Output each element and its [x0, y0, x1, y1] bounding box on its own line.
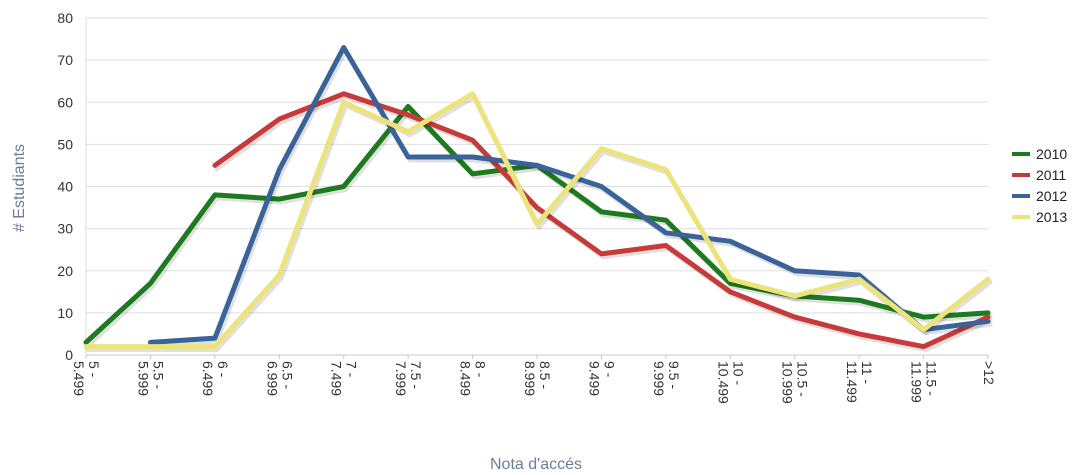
- x-tick-label-line: 5.999: [135, 361, 151, 396]
- series-shadow: [85, 94, 993, 353]
- series-lines: [83, 45, 993, 353]
- x-tick-label-line: 7 -: [344, 361, 360, 378]
- x-tick-label-line: 7.499: [329, 361, 345, 396]
- x-tick-label: 9 -9.499: [586, 361, 617, 396]
- series-2012: [147, 45, 993, 348]
- legend-label: 2013: [1036, 209, 1067, 225]
- legend-item-2013[interactable]: 2013: [1012, 209, 1067, 225]
- x-tick-label-line: 8.499: [458, 361, 474, 396]
- x-tick-label-line: 6.999: [264, 361, 280, 396]
- x-axis-ticks: 5 -5.499 5.5 -5.999 6 -6.499 6.5 -6.999 7 -7…: [71, 355, 997, 404]
- y-tick-label: 30: [57, 221, 73, 237]
- y-tick-label: 50: [57, 136, 73, 152]
- x-tick-label-line: 8.999: [522, 361, 538, 396]
- x-tick-label: 7 -7.499: [329, 361, 360, 396]
- x-tick-label-line: 9.5 -: [666, 361, 682, 389]
- x-tick-label-line: 6.499: [200, 361, 216, 396]
- x-tick-label: 7.5 -7.999: [393, 361, 424, 396]
- x-tick-label-line: 9.499: [586, 361, 602, 396]
- x-tick-label-line: 11.499: [844, 361, 860, 403]
- x-tick-label-line: 10.999: [780, 361, 796, 404]
- y-tick-label: 10: [57, 305, 73, 321]
- legend-item-2012[interactable]: 2012: [1012, 188, 1067, 204]
- x-tick-label-line: 8 -: [473, 361, 489, 378]
- legend-label: 2011: [1036, 167, 1066, 183]
- x-tick-label: 6 -6.499: [200, 361, 231, 396]
- x-tick-label-line: >12: [981, 361, 997, 385]
- x-tick-label-line: 5 -: [86, 361, 102, 378]
- x-tick-label-line: 8.5 -: [537, 361, 553, 389]
- series-line: [212, 91, 991, 350]
- legend-item-2011[interactable]: 2011: [1012, 167, 1066, 183]
- x-tick-label-line: 10 -: [730, 361, 746, 385]
- y-tick-label: 60: [57, 94, 73, 110]
- x-tick-label-line: 11 -: [859, 361, 875, 384]
- x-tick-label-line: 7.999: [393, 361, 409, 396]
- x-tick-label-line: 5.499: [71, 361, 87, 396]
- x-tick-label-line: 7.5 -: [408, 361, 424, 389]
- y-tick-label: 80: [57, 10, 73, 26]
- y-tick-label: 40: [57, 179, 73, 195]
- x-tick-label-line: 10.499: [715, 361, 731, 404]
- x-tick-label-line: 5.5 -: [150, 361, 166, 389]
- x-tick-label-line: 9 -: [601, 361, 617, 378]
- x-tick-label: 11 -11.499: [844, 361, 875, 403]
- x-tick-label: 11.5 -11.999: [909, 361, 940, 403]
- series-line: [83, 91, 991, 350]
- x-tick-label-line: 10.5 -: [795, 361, 811, 397]
- y-tick-label: 20: [57, 263, 73, 279]
- series-line: [147, 45, 991, 345]
- series-2011: [212, 91, 993, 353]
- x-axis-title: Nota d'accés: [490, 456, 582, 473]
- grid-lines: [85, 17, 988, 356]
- y-tick-label: 0: [65, 347, 73, 363]
- y-axis-title: # Estudiants: [11, 144, 28, 232]
- x-tick-label-line: 6.5 -: [279, 361, 295, 389]
- legend-item-2010[interactable]: 2010: [1012, 146, 1067, 162]
- x-tick-label-line: 11.999: [909, 361, 925, 403]
- x-tick-label: 6.5 -6.999: [264, 361, 295, 396]
- x-tick-label: 5 -5.499: [71, 361, 102, 396]
- y-tick-label: 70: [57, 52, 73, 68]
- x-tick-label: 9.5 -9.999: [651, 361, 682, 396]
- x-tick-label: >12: [981, 361, 997, 385]
- legend-label: 2012: [1036, 188, 1067, 204]
- x-tick-label: 8.5 -8.999: [522, 361, 553, 396]
- x-tick-label-line: 6 -: [215, 361, 231, 378]
- x-tick-label: 5.5 -5.999: [135, 361, 166, 396]
- legend: 2010 2011 2012 2013: [1012, 146, 1067, 225]
- x-tick-label-line: 11.5 -: [924, 361, 940, 396]
- x-tick-label-line: 9.999: [651, 361, 667, 396]
- legend-label: 2010: [1036, 146, 1067, 162]
- y-axis-ticks: 0 10 20 30 40 50 60 70 80: [57, 10, 73, 363]
- x-tick-label: 10 -10.499: [715, 361, 746, 404]
- x-tick-label: 8 -8.499: [458, 361, 489, 396]
- series-2013: [83, 91, 993, 353]
- x-tick-label: 10.5 -10.999: [780, 361, 811, 404]
